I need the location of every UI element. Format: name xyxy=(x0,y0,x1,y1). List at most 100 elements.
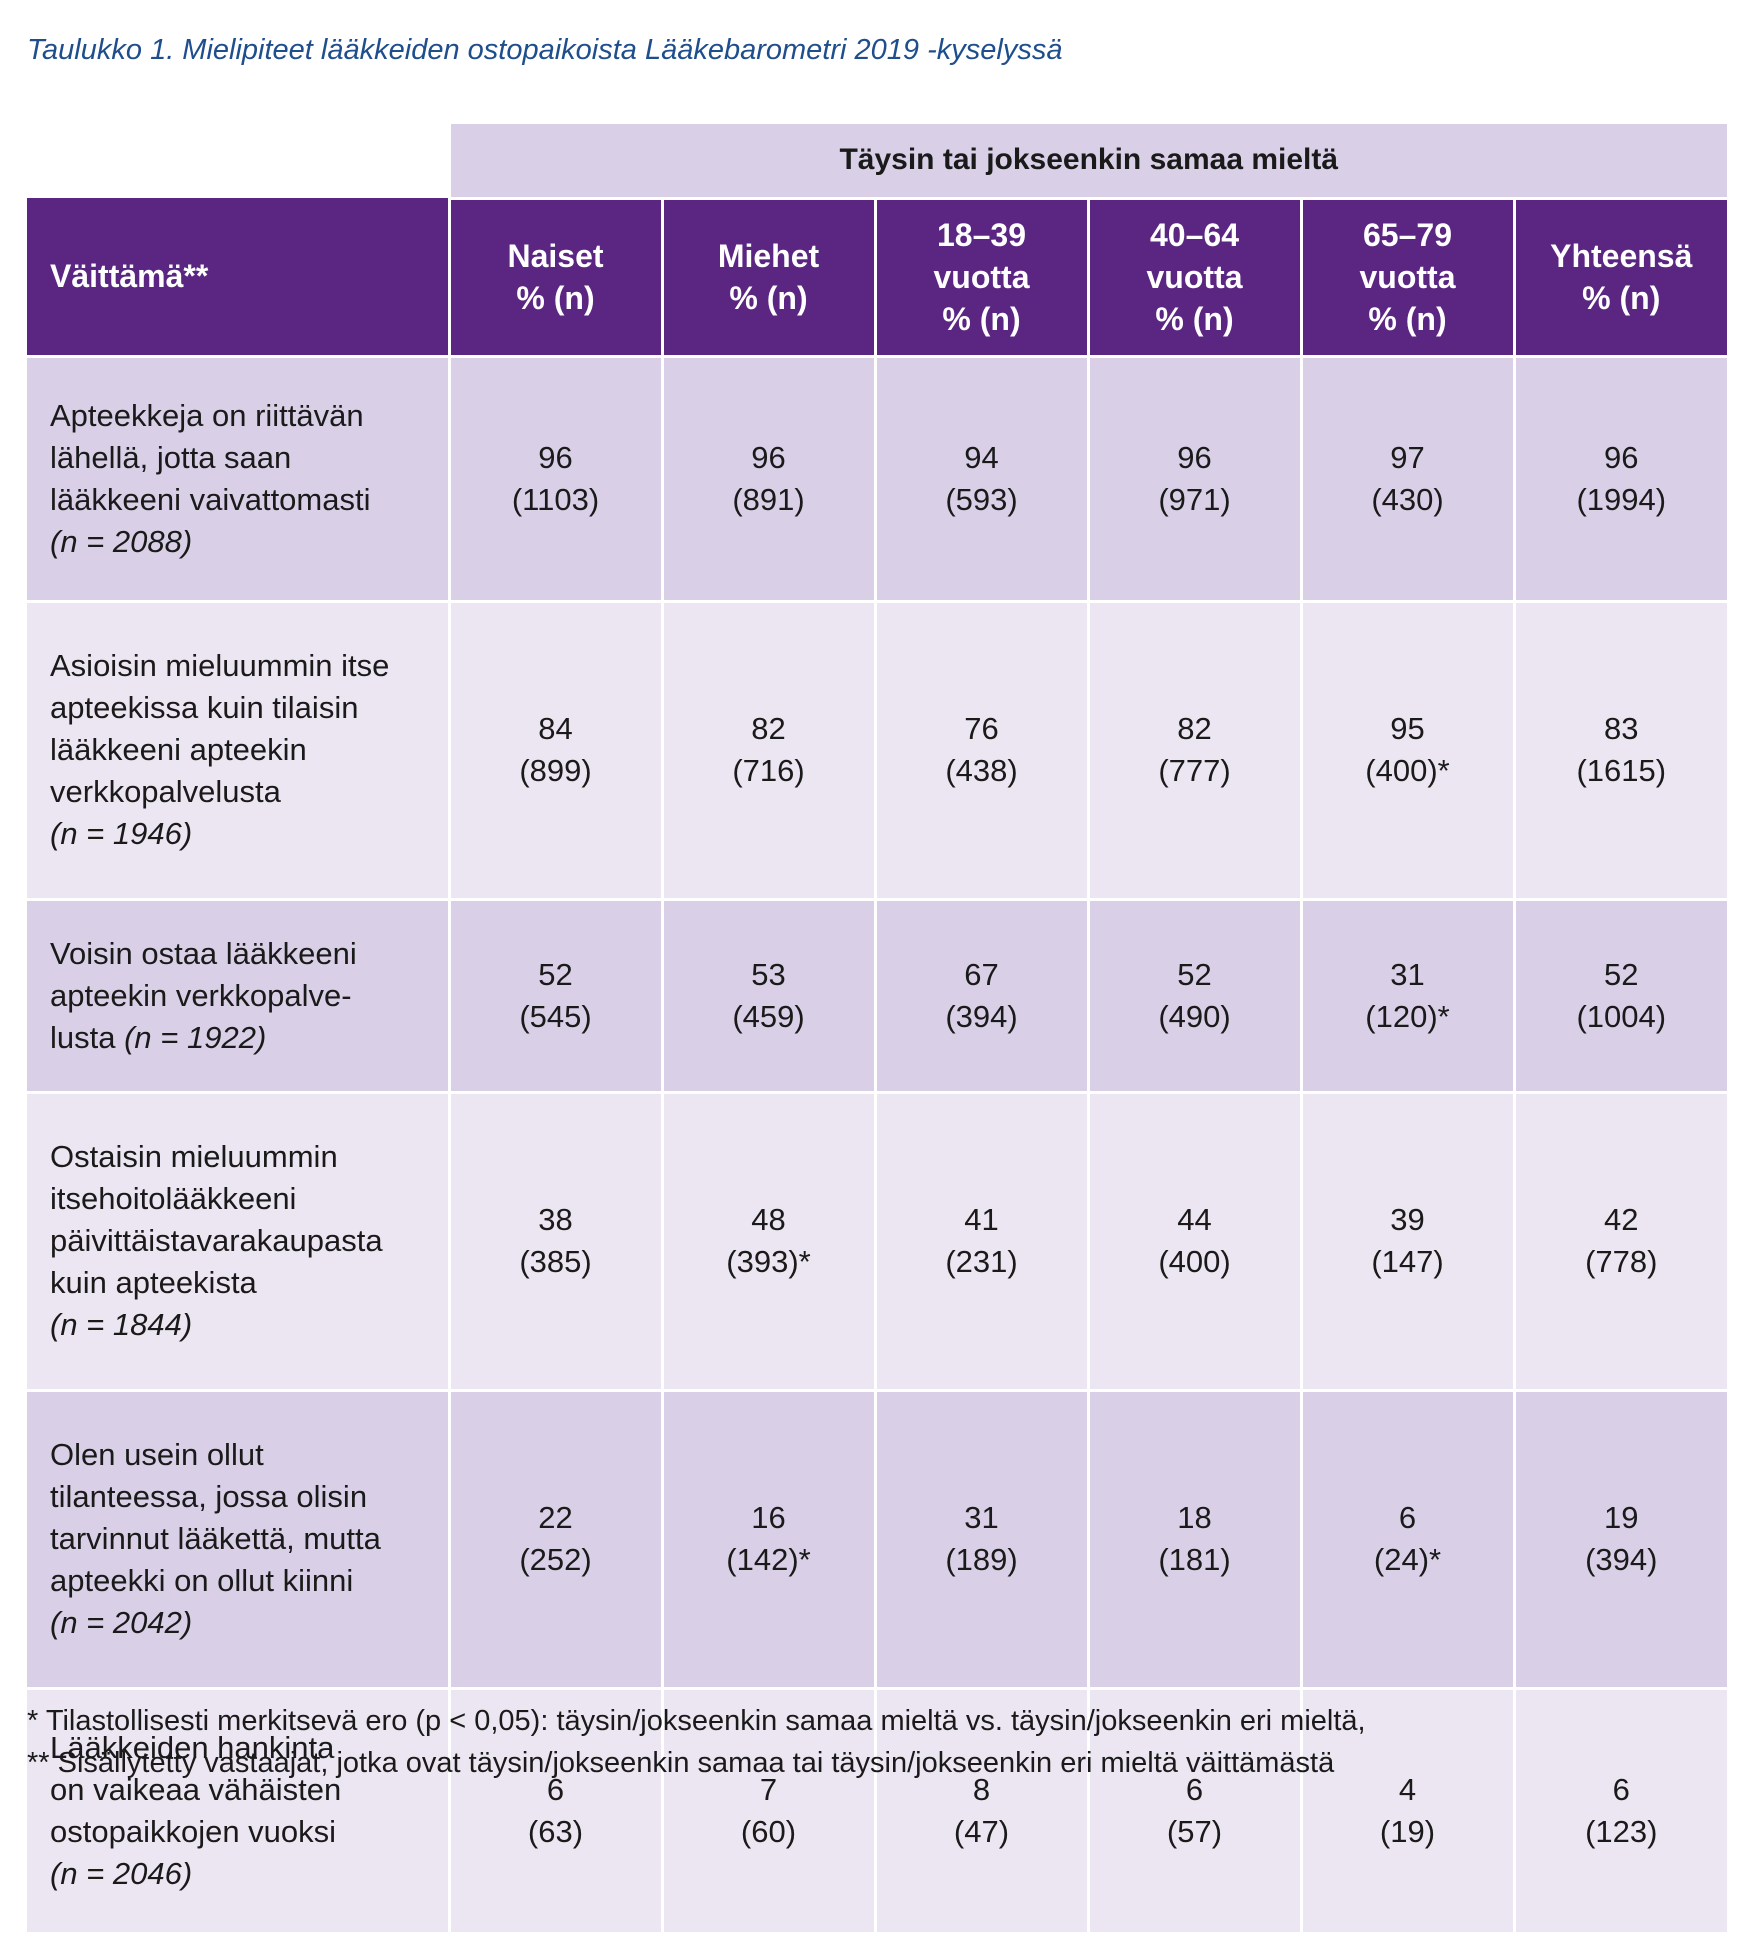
header-line: % (n) xyxy=(1155,301,1234,337)
percent-value: 96 xyxy=(538,439,573,475)
percent-value: 67 xyxy=(964,956,999,992)
count-value: (430) xyxy=(1371,481,1444,517)
count-value: (63) xyxy=(527,1813,584,1849)
count-value: (777) xyxy=(1158,753,1231,788)
percent-value: 6 xyxy=(1185,1771,1204,1807)
count-value: (1615) xyxy=(1576,753,1667,788)
percent-value: 6 xyxy=(1612,1771,1630,1807)
value-cell: 67 (394) xyxy=(873,899,1088,1094)
value-cell: 42 (778) xyxy=(1512,1092,1728,1392)
statement-cell: Ostaisin mieluummin itsehoitolääkkeeni päi… xyxy=(27,1092,449,1392)
percent-value: 96 xyxy=(1177,439,1212,475)
percent-value: 48 xyxy=(751,1202,786,1237)
count-value: (400)* xyxy=(1365,753,1450,788)
percent-value: 22 xyxy=(538,1500,573,1535)
percent-value: 8 xyxy=(972,1771,991,1807)
count-value: (142)* xyxy=(726,1542,811,1577)
percent-value: 97 xyxy=(1390,439,1425,475)
count-value: (231) xyxy=(945,1244,1018,1279)
percent-value: 84 xyxy=(538,711,573,746)
header-statement: Väittämä** xyxy=(27,198,449,358)
value-cell: 19 (394) xyxy=(1512,1390,1728,1690)
count-value: (545) xyxy=(519,998,592,1034)
respondent-count: (n = 1922) xyxy=(124,1019,267,1055)
value-cell: 52 (490) xyxy=(1086,899,1301,1094)
value-cell: 18 (181) xyxy=(1086,1390,1301,1690)
percent-value: 19 xyxy=(1604,1500,1639,1535)
count-value: (1994) xyxy=(1576,481,1667,517)
statement-line: Ostaisin mieluummin xyxy=(50,1139,338,1174)
percent-value: 96 xyxy=(1604,439,1639,475)
count-value: (778) xyxy=(1585,1244,1658,1279)
percent-value: 76 xyxy=(964,711,999,746)
value-cell: 16 (142)* xyxy=(660,1390,875,1690)
count-value: (19) xyxy=(1379,1813,1436,1849)
count-value: (123) xyxy=(1585,1813,1658,1849)
blank-corner xyxy=(27,124,449,198)
header-line: 40–64 xyxy=(1150,217,1239,253)
count-value: (393)* xyxy=(726,1244,811,1279)
value-cell: 6 (123) xyxy=(1512,1688,1728,1935)
statement-line: päivittäistavarakaupasta xyxy=(50,1223,383,1258)
statement-cell: Olen usein ollut tilanteessa, jossa olisi… xyxy=(27,1390,449,1690)
header-age-65-79: 65–79 vuotta % (n) xyxy=(1299,198,1514,358)
count-value: (385) xyxy=(519,1244,592,1279)
count-value: (716) xyxy=(732,753,805,788)
percent-value: 95 xyxy=(1390,711,1425,746)
header-line: 65–79 xyxy=(1363,217,1452,253)
statement-line: apteekissa kuin tilaisin xyxy=(50,690,359,725)
header-line: 18–39 xyxy=(937,217,1026,253)
statement-cell: Voisin ostaa lääkkeeni apteekin verkkopal… xyxy=(27,899,449,1094)
value-cell: 82 (777) xyxy=(1086,601,1301,901)
percent-value: 4 xyxy=(1398,1771,1417,1807)
count-value: (394) xyxy=(1585,1542,1658,1577)
header-miehet: Miehet % (n) xyxy=(660,198,875,358)
respondent-count: (n = 2046) xyxy=(50,1855,193,1891)
table-row: Ostaisin mieluummin itsehoitolääkkeeni päi… xyxy=(27,1092,1728,1392)
opinions-table: Täysin tai jokseenkin samaa mieltä Väitt… xyxy=(27,124,1728,1935)
percent-value: 31 xyxy=(964,1500,999,1535)
percent-value: 18 xyxy=(1177,1500,1212,1535)
percent-value: 42 xyxy=(1604,1202,1639,1237)
value-cell: 96 (1103) xyxy=(447,356,662,603)
footnotes: * Tilastollisesti merkitsevä ero (p < 0,… xyxy=(27,1700,1366,1784)
statement-text: lusta xyxy=(50,1019,116,1055)
percent-value: 52 xyxy=(1604,956,1639,992)
header-line: % (n) xyxy=(1582,280,1661,316)
percent-value: 52 xyxy=(1177,956,1212,992)
value-cell: 76 (438) xyxy=(873,601,1088,901)
header-line: Väittämä** xyxy=(50,258,209,295)
count-value: (57) xyxy=(1166,1813,1223,1849)
percent-value: 94 xyxy=(964,439,999,475)
value-cell: 31 (189) xyxy=(873,1390,1088,1690)
value-cell: 6 (24)* xyxy=(1299,1390,1514,1690)
count-value: (891) xyxy=(732,481,805,517)
statement-line: lusta (n = 1922) xyxy=(50,1017,440,1059)
percent-value: 41 xyxy=(964,1202,999,1237)
header-total: Yhteensä % (n) xyxy=(1512,198,1728,358)
percent-value: 6 xyxy=(546,1771,565,1807)
header-line: vuotta xyxy=(1359,259,1456,295)
table-body: Apteekkeja on riittävän lähellä, jotta sa… xyxy=(27,356,1728,1935)
statement-line: ostopaikkojen vuoksi xyxy=(50,1813,337,1849)
value-cell: 82 (716) xyxy=(660,601,875,901)
statement-line: Voisin ostaa lääkkeeni xyxy=(50,935,357,971)
value-cell: 48 (393)* xyxy=(660,1092,875,1392)
statement-line: Asioisin mieluummin itse xyxy=(50,648,390,683)
percent-value: 31 xyxy=(1390,956,1425,992)
count-value: (181) xyxy=(1158,1542,1231,1577)
count-value: (189) xyxy=(945,1542,1018,1577)
value-cell: 94 (593) xyxy=(873,356,1088,603)
count-value: (252) xyxy=(519,1542,592,1577)
respondent-count: (n = 2042) xyxy=(50,1605,193,1640)
count-value: (394) xyxy=(945,998,1018,1034)
value-cell: 84 (899) xyxy=(447,601,662,901)
count-value: (147) xyxy=(1371,1244,1444,1279)
count-value: (459) xyxy=(732,998,805,1034)
percent-value: 39 xyxy=(1390,1202,1425,1237)
header-line: % (n) xyxy=(729,280,808,316)
value-cell: 95 (400)* xyxy=(1299,601,1514,901)
count-value: (47) xyxy=(953,1813,1010,1849)
header-age-18-39: 18–39 vuotta % (n) xyxy=(873,198,1088,358)
value-cell: 97 (430) xyxy=(1299,356,1514,603)
